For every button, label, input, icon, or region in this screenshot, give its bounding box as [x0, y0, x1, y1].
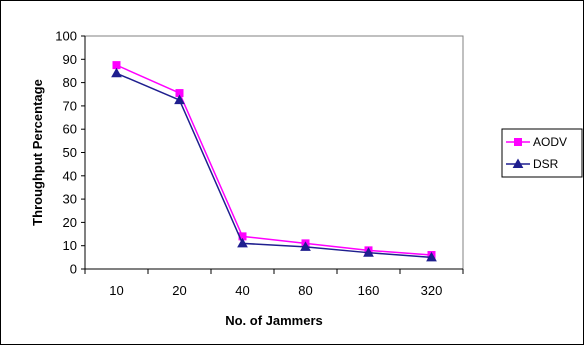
data-point-dsr — [363, 247, 374, 257]
data-point-dsr — [237, 237, 248, 248]
x-tick-label: 80 — [298, 283, 312, 298]
y-tick-label: 20 — [63, 215, 77, 230]
data-point-dsr — [111, 67, 122, 78]
y-tick-label: 40 — [63, 168, 77, 183]
y-axis-title: Throughput Percentage — [30, 79, 45, 226]
legend-entry-aodv: AODV — [506, 135, 567, 149]
plot-area — [84, 35, 464, 270]
y-tick-label: 30 — [63, 192, 77, 207]
series-dsr — [111, 67, 437, 262]
y-tick-label: 50 — [63, 145, 77, 160]
y-tick-label: 0 — [70, 262, 77, 277]
x-tick-label: 320 — [421, 283, 443, 298]
x-tick-label: 40 — [235, 283, 249, 298]
legend-label: DSR — [533, 157, 559, 171]
series-line-dsr — [116, 72, 432, 259]
data-point-dsr — [174, 94, 185, 105]
y-tick-label: 80 — [63, 75, 77, 90]
legend-marker — [512, 158, 524, 168]
y-tick-label: 90 — [63, 52, 77, 67]
legend-entry-dsr: DSR — [506, 157, 559, 171]
data-point-dsr — [300, 241, 311, 251]
y-axis: 0 10 20 30 40 50 60 70 80 90 100 — [55, 29, 86, 277]
x-tick-label: 20 — [172, 283, 186, 298]
y-tick-label: 100 — [55, 29, 77, 44]
x-tick-label: 160 — [358, 283, 380, 298]
legend-marker — [514, 138, 522, 146]
x-axis: 10 20 40 80 160 320 — [84, 268, 464, 298]
x-tick-label: 10 — [109, 283, 123, 298]
series-line-aodv — [116, 64, 432, 256]
y-tick-label: 10 — [63, 238, 77, 253]
data-point-aodv — [112, 61, 121, 70]
series-layer — [111, 61, 437, 262]
legend: AODV DSR — [501, 128, 583, 178]
x-axis-title: No. of Jammers — [225, 313, 323, 328]
legend-box — [501, 128, 583, 178]
y-tick-label: 60 — [63, 122, 77, 137]
data-point-dsr — [426, 251, 437, 262]
y-tick-label: 70 — [63, 98, 77, 113]
legend-label: AODV — [533, 135, 567, 149]
